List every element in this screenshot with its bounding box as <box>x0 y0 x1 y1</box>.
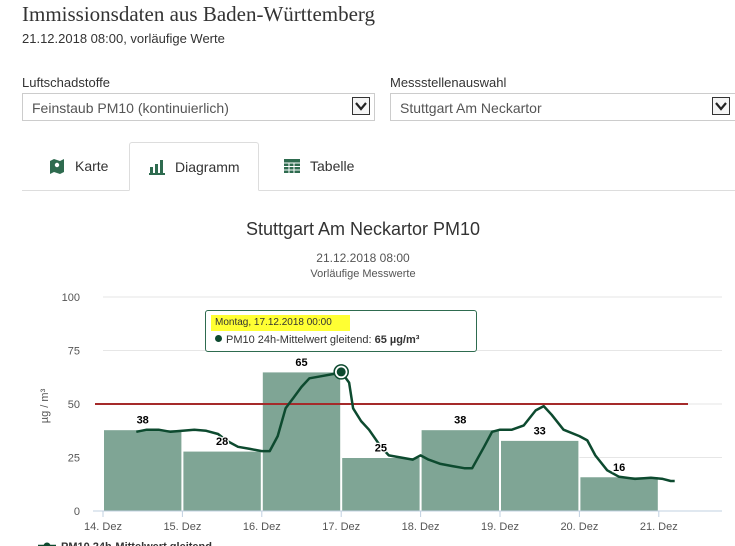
chart-tooltip: Montag, 17.12.2018 00:00 PM10 24h-Mittel… <box>205 310 477 352</box>
tab-label: Karte <box>75 158 109 174</box>
y-tick-label: 25 <box>68 453 80 465</box>
tab-bar-divider <box>22 190 735 191</box>
x-tick-label: 16. Dez <box>243 521 281 533</box>
y-tick-label: 100 <box>62 292 80 304</box>
y-tick-label: 75 <box>68 346 80 358</box>
legend-marker <box>43 542 51 546</box>
legend-item[interactable]: PM10 24h-Mittelwert gleitend <box>61 541 212 546</box>
x-tick-label: 17. Dez <box>322 521 360 533</box>
bar[interactable] <box>182 450 262 512</box>
pollutant-select[interactable]: Feinstaub PM10 (kontinuierlich) <box>22 93 375 121</box>
page-subtitle: 21.12.2018 08:00, vorläufige Werte <box>22 31 225 46</box>
tab-diagramm[interactable]: Diagramm <box>129 142 259 191</box>
map-icon <box>48 157 66 175</box>
tooltip-series-line: PM10 24h-Mittelwert gleitend: 65 µg/m³ <box>215 334 419 346</box>
station-select[interactable]: Stuttgart Am Neckartor <box>390 93 735 121</box>
data-label: 28 <box>216 436 228 448</box>
station-select-value: Stuttgart Am Neckartor <box>400 100 542 116</box>
data-label: 25 <box>375 443 387 455</box>
y-tick-label: 0 <box>74 506 80 518</box>
pollutant-label: Luftschadstoffe <box>22 75 110 90</box>
x-tick-label: 21. Dez <box>640 521 678 533</box>
bar[interactable] <box>103 429 183 512</box>
data-label: 65 <box>295 357 307 369</box>
tooltip-series-name: PM10 24h-Mittelwert gleitend: <box>226 334 375 346</box>
tooltip-date: Montag, 17.12.2018 00:00 <box>211 315 350 331</box>
tab-karte[interactable]: Karte <box>30 142 126 190</box>
chevron-down-icon[interactable] <box>712 97 730 115</box>
y-tick-label: 50 <box>68 399 80 411</box>
table-icon <box>283 157 301 175</box>
x-tick-label: 19. Dez <box>481 521 519 533</box>
highlight-marker[interactable] <box>336 367 346 377</box>
bar[interactable] <box>579 476 659 512</box>
chart-subtitle-2: Vorläufige Messwerte <box>310 268 415 280</box>
page-title: Immissionsdaten aus Baden-Württemberg <box>22 2 376 26</box>
x-tick-label: 15. Dez <box>163 521 201 533</box>
chart-subtitle: 21.12.2018 08:00 <box>316 251 410 265</box>
tooltip-value: 65 µg/m³ <box>374 334 420 346</box>
tab-label: Diagramm <box>175 158 240 175</box>
station-label: Messstellenauswahl <box>390 75 507 90</box>
pollutant-select-value: Feinstaub PM10 (kontinuierlich) <box>32 100 229 116</box>
bar[interactable] <box>341 457 421 512</box>
data-label: 38 <box>137 415 149 427</box>
tab-label: Tabelle <box>310 158 355 174</box>
data-label: 16 <box>613 462 625 474</box>
moving-average-line <box>136 370 675 483</box>
data-label: 33 <box>534 425 546 437</box>
x-tick-label: 20. Dez <box>560 521 598 533</box>
chevron-down-icon[interactable] <box>352 97 370 115</box>
bar[interactable] <box>500 439 580 512</box>
series-dot-icon <box>215 335 222 342</box>
chart-title: Stuttgart Am Neckartor PM10 <box>246 219 480 239</box>
data-label: 38 <box>454 415 466 427</box>
y-axis-label: µg / m³ <box>39 388 51 423</box>
x-tick-label: 18. Dez <box>402 521 440 533</box>
x-tick-label: 14. Dez <box>84 521 122 533</box>
bar-chart-icon <box>148 158 166 176</box>
pm10-chart: Stuttgart Am Neckartor PM10 21.12.2018 0… <box>38 219 722 546</box>
tab-tabelle[interactable]: Tabelle <box>265 142 372 190</box>
